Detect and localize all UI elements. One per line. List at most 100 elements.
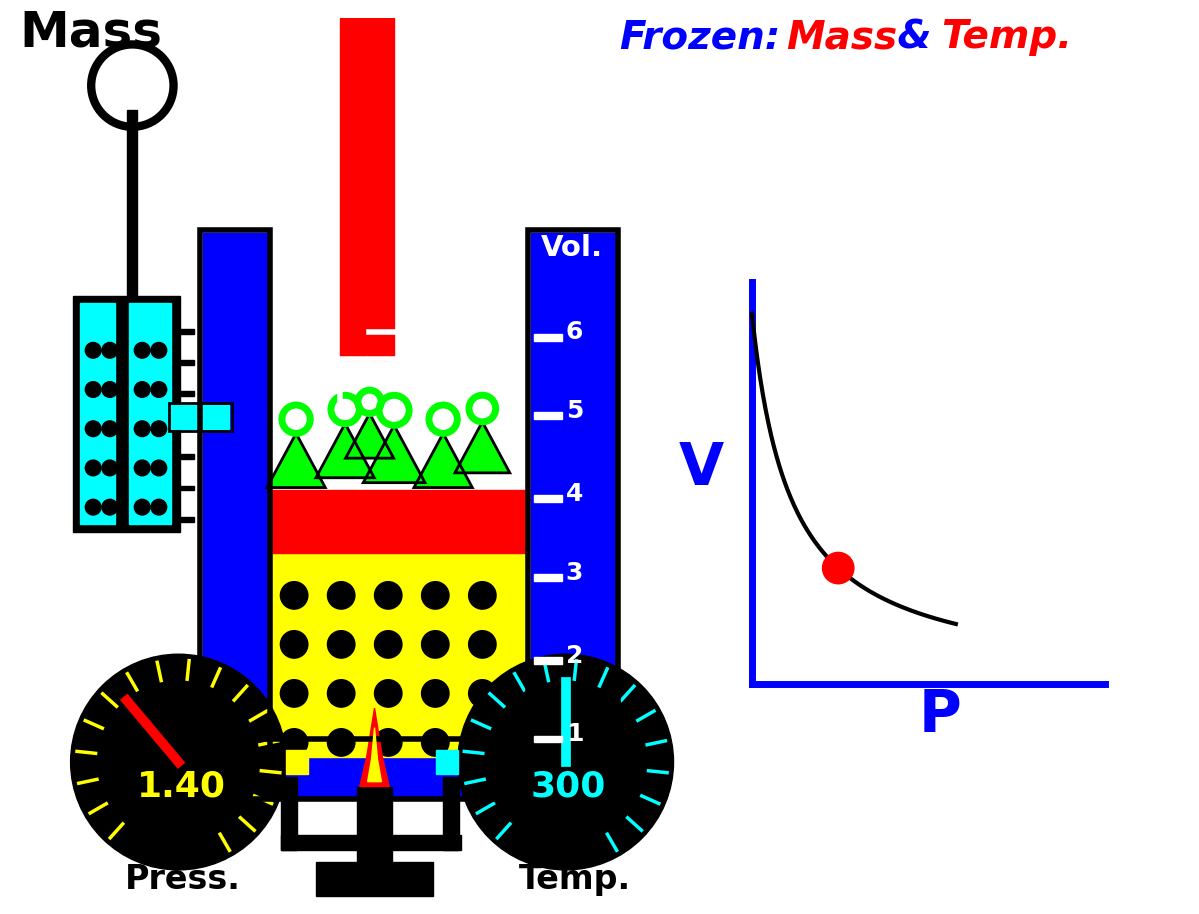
Text: P: P (918, 687, 962, 744)
Text: 300: 300 (530, 770, 605, 803)
Circle shape (85, 382, 101, 398)
Polygon shape (317, 423, 374, 478)
Circle shape (85, 499, 101, 515)
Circle shape (422, 680, 448, 707)
Circle shape (458, 654, 674, 870)
Circle shape (85, 460, 101, 476)
Text: Mass: Mass (787, 18, 897, 56)
Bar (180, 360, 194, 365)
Bar (444, 777, 459, 850)
Bar (180, 517, 194, 522)
Bar (170, 405, 229, 429)
Bar (535, 412, 562, 419)
Text: Mass: Mass (19, 8, 163, 56)
Circle shape (327, 680, 355, 707)
Bar (200, 739, 617, 800)
Bar (531, 233, 615, 762)
Circle shape (151, 343, 167, 358)
Bar (535, 736, 562, 742)
Circle shape (374, 728, 402, 756)
Bar (282, 777, 297, 850)
Bar (357, 787, 392, 865)
Text: 1.40: 1.40 (137, 770, 227, 803)
Circle shape (281, 631, 308, 658)
Circle shape (281, 728, 308, 756)
Bar (341, 18, 394, 360)
Text: Frozen:: Frozen: (620, 18, 794, 56)
Circle shape (823, 552, 854, 584)
Bar (180, 423, 194, 428)
Circle shape (134, 499, 150, 515)
Bar (180, 391, 194, 397)
Bar (535, 657, 562, 664)
Bar (169, 403, 233, 430)
Bar (73, 296, 180, 532)
Circle shape (281, 581, 308, 609)
Bar (287, 750, 308, 774)
Text: Temp.: Temp. (941, 18, 1072, 56)
Circle shape (469, 631, 496, 658)
Text: &: & (885, 18, 959, 56)
Circle shape (374, 631, 402, 658)
Circle shape (71, 654, 287, 870)
Bar (180, 485, 194, 491)
Bar (180, 454, 194, 459)
Circle shape (151, 420, 167, 437)
Text: 3: 3 (566, 560, 583, 585)
Polygon shape (360, 708, 390, 787)
Text: 5: 5 (566, 399, 583, 423)
Polygon shape (267, 433, 325, 487)
Bar (535, 495, 562, 503)
Bar (270, 490, 530, 553)
Circle shape (151, 499, 167, 515)
Circle shape (327, 581, 355, 609)
Text: Temp.: Temp. (519, 864, 631, 897)
Polygon shape (368, 728, 381, 781)
Circle shape (102, 499, 118, 515)
Bar (315, 862, 433, 897)
Text: 6: 6 (566, 321, 583, 345)
Text: 1: 1 (566, 722, 583, 747)
Circle shape (102, 420, 118, 437)
Circle shape (85, 343, 101, 358)
Circle shape (134, 382, 150, 398)
Circle shape (422, 581, 448, 609)
Bar (270, 551, 530, 757)
Circle shape (102, 382, 118, 398)
Text: 4: 4 (566, 483, 583, 506)
Circle shape (134, 460, 150, 476)
Bar (282, 834, 460, 850)
Circle shape (151, 460, 167, 476)
Circle shape (151, 382, 167, 398)
Bar (203, 742, 615, 796)
Circle shape (102, 343, 118, 358)
Bar (127, 110, 137, 395)
Circle shape (469, 680, 496, 707)
Circle shape (102, 460, 118, 476)
Bar (436, 750, 458, 774)
Bar (129, 303, 170, 524)
Circle shape (327, 728, 355, 756)
Circle shape (327, 631, 355, 658)
Circle shape (469, 581, 496, 609)
Text: Vol.: Vol. (541, 234, 603, 262)
Bar (535, 574, 562, 580)
Bar (200, 229, 270, 765)
Polygon shape (414, 433, 472, 487)
Circle shape (422, 728, 448, 756)
Text: 2: 2 (566, 644, 583, 668)
Bar (80, 303, 115, 524)
Circle shape (374, 581, 402, 609)
Polygon shape (345, 413, 393, 458)
Circle shape (134, 343, 150, 358)
Text: V: V (679, 441, 723, 497)
Polygon shape (454, 422, 510, 473)
Bar (529, 229, 617, 765)
Circle shape (422, 631, 448, 658)
Bar (203, 233, 266, 762)
Circle shape (85, 420, 101, 437)
Bar (180, 329, 194, 334)
Text: Press.: Press. (125, 864, 241, 897)
Circle shape (374, 680, 402, 707)
Circle shape (134, 420, 150, 437)
